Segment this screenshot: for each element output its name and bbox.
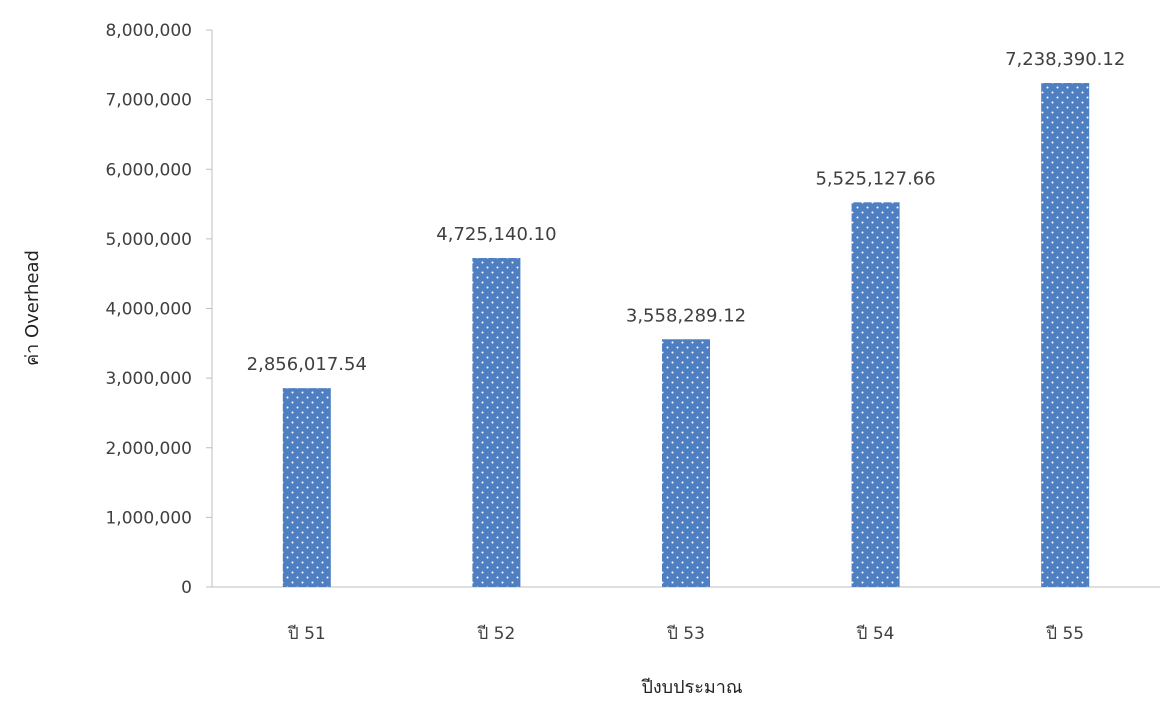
bar [282,388,331,587]
x-axis-title: ปีงบประมาณ [641,677,742,698]
y-axis-title: ค่า Overhead [22,250,43,366]
y-tick-label: 1,000,000 [105,508,192,528]
y-tick-label: 5,000,000 [105,230,192,250]
x-tick-label: ปี 54 [856,624,895,644]
data-labels: 2,856,017.54 4,725,140.10 3,558,289.12 5,52… [247,49,1126,375]
x-tick-label: ปี 55 [1045,624,1084,644]
bar-data-label: 3,558,289.12 [626,305,746,326]
bar [851,202,900,587]
bar-data-label: 7,238,390.12 [1005,49,1125,70]
bar [472,258,521,587]
y-tick-label: 8,000,000 [105,21,192,41]
x-tick-label: ปี 53 [666,624,705,644]
bar [662,339,710,587]
y-axis: 0 1,000,000 2,000,000 3,000,000 4,000,000 5,0… [105,21,213,598]
bar-data-label: 2,856,017.54 [247,354,367,375]
y-tick-label: 3,000,000 [105,369,192,389]
x-axis: ปี 51 ปี 52 ปี 53 ปี 54 ปี 55 [212,586,1160,644]
bar-data-label: 4,725,140.10 [436,224,556,245]
y-tick-label: 7,000,000 [105,91,192,111]
x-tick-label: ปี 52 [477,624,516,644]
bar-data-label: 5,525,127.66 [815,168,935,189]
bars [282,83,1090,587]
y-tick-label: 4,000,000 [105,300,192,320]
bar [1041,83,1090,587]
y-tick-label: 6,000,000 [105,160,192,180]
y-tick-label: 2,000,000 [105,439,192,459]
y-tick-label: 0 [181,578,192,598]
x-tick-label: ปี 51 [287,624,326,644]
